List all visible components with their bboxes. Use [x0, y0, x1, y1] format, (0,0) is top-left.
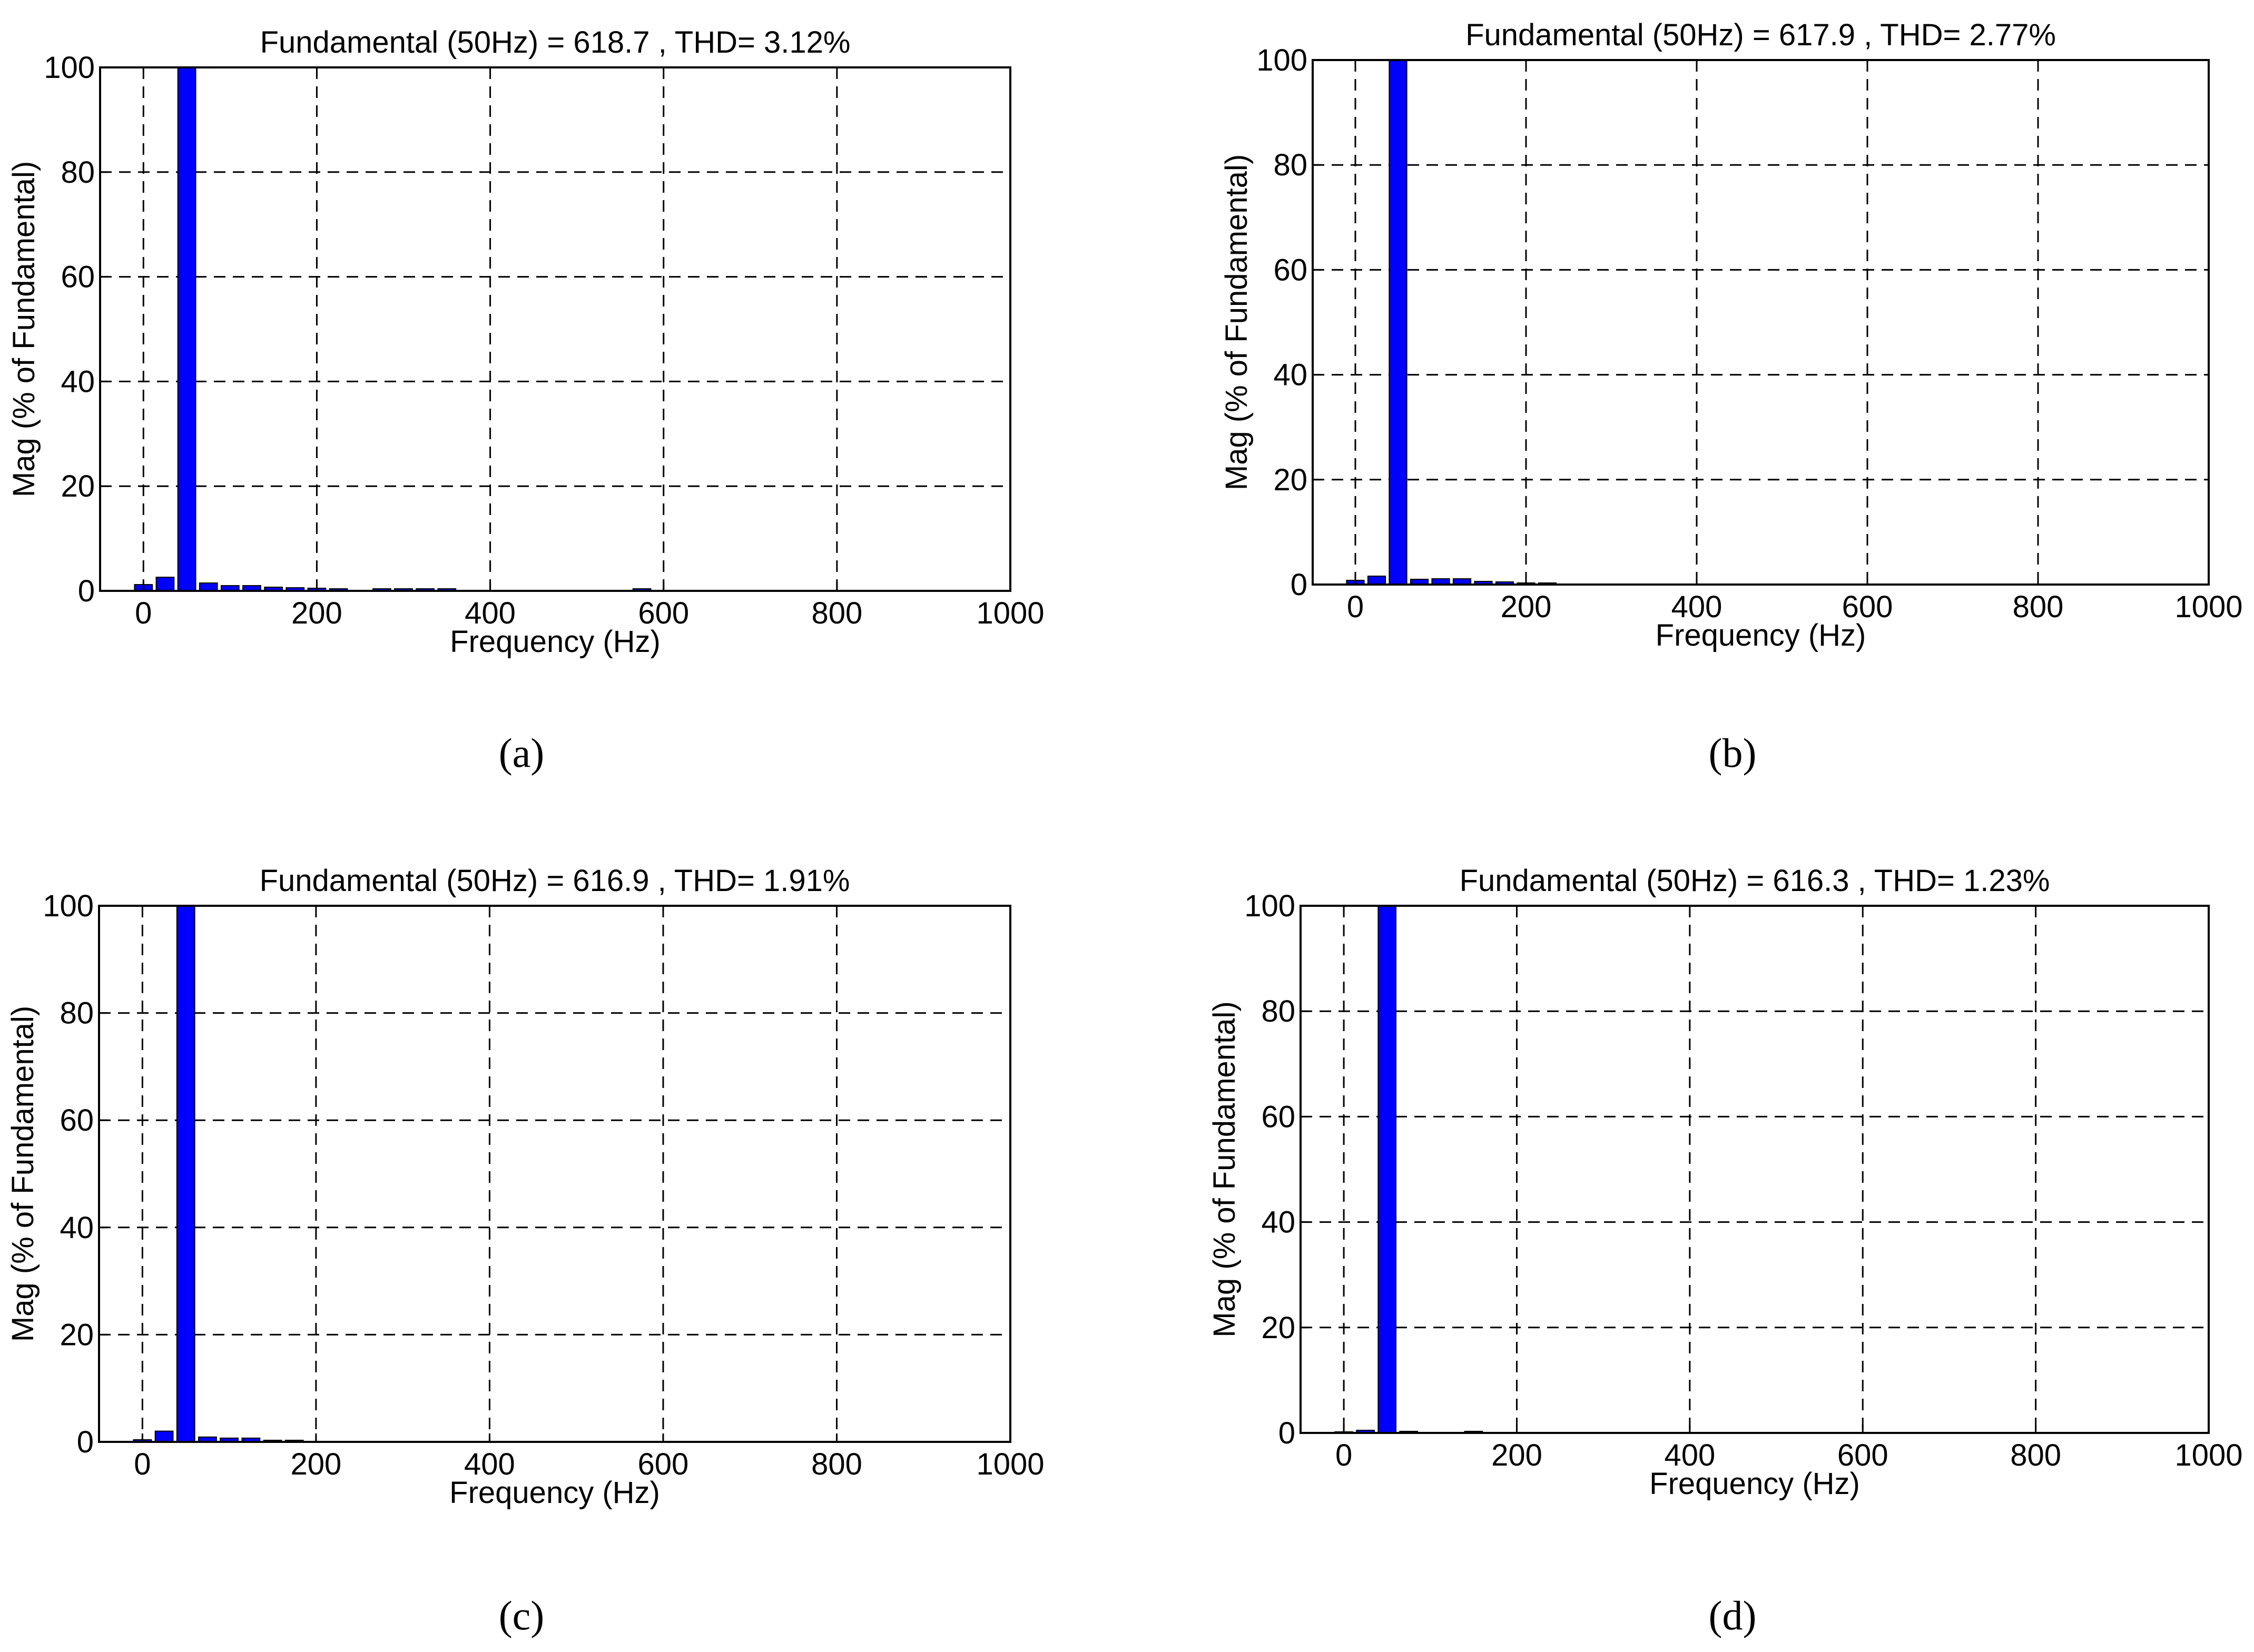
plot-frame: [99, 66, 1011, 592]
x-tick-label: 800: [811, 596, 862, 630]
x-tick-label: 400: [464, 1447, 515, 1481]
x-tick-label: 600: [638, 596, 689, 630]
x-tick-label: 1000: [2174, 590, 2242, 624]
bar: [155, 577, 175, 592]
y-tick-label: 0: [77, 1425, 94, 1459]
y-tick-label: 40: [1261, 1205, 1295, 1240]
chart-title: Fundamental (50Hz) = 616.3 , THD= 1.23%: [1460, 864, 2050, 898]
y-tick-label: 20: [1273, 463, 1307, 497]
x-tick-label: 1000: [976, 596, 1044, 630]
chart-c: 0 200 400 600 800 1000 0 20 40 60 80 100 Fundamental…: [6, 864, 1045, 1510]
caption-d: (d): [1708, 1592, 1757, 1638]
chart-panel-c: 0 200 400 600 800 1000 0 20 40 60 80 100 Fundamental…: [0, 826, 1127, 1651]
x-tick-label: 0: [134, 1447, 151, 1481]
x-tick-label: 200: [291, 596, 342, 630]
y-axis-label: Mag (% of Fundamental): [1207, 1001, 1242, 1337]
y-tick-label: 100: [1244, 889, 1295, 923]
y-tick-label: 40: [61, 364, 95, 399]
chart-a: 0 200 400 600 800 1000 0 20 40 60 80 100 Fundamental…: [7, 25, 1045, 659]
x-tick-label: 400: [1664, 1438, 1715, 1472]
plot-frame: [1312, 59, 2210, 586]
x-tick-label: 800: [811, 1447, 862, 1481]
y-tick-label: 100: [1256, 43, 1307, 77]
x-tick-label: 400: [1671, 590, 1723, 624]
x-axis-label: Frequency (Hz): [1656, 618, 1866, 652]
caption-b: (b): [1708, 730, 1757, 776]
x-tick-label: 200: [1491, 1438, 1542, 1472]
y-tick-label: 40: [60, 1211, 94, 1245]
y-axis-label: Mag (% of Fundamental): [6, 1006, 40, 1342]
x-tick-label: 400: [465, 596, 516, 630]
caption-c: (c): [498, 1592, 545, 1638]
x-tick-label: 1000: [2174, 1438, 2242, 1472]
bar: [199, 582, 218, 591]
y-tick-label: 80: [61, 155, 95, 190]
y-tick-label: 40: [1273, 358, 1307, 392]
y-tick-label: 100: [44, 51, 95, 85]
x-tick-label: 200: [1501, 590, 1552, 624]
plot-frame: [1300, 905, 2210, 1434]
x-tick-label: 600: [638, 1447, 689, 1481]
chart-b: 0 200 400 600 800 1000 0 20 40 60 80 100 Fundamental…: [1219, 18, 2243, 652]
x-tick-label: 800: [2013, 590, 2064, 624]
chart-d: 0 200 400 600 800 1000 0 20 40 60 80 100 Fundamental…: [1207, 864, 2243, 1501]
chart-panel-d: 0 200 400 600 800 1000 0 20 40 60 80 100 Fundamental…: [1127, 826, 2253, 1651]
bar: [1377, 905, 1397, 1433]
y-axis-label: Mag (% of Fundamental): [1219, 154, 1254, 490]
chart-title: Fundamental (50Hz) = 616.9 , THD= 1.91%: [260, 864, 850, 898]
y-tick-label: 0: [1291, 568, 1307, 602]
plot-frame: [98, 905, 1011, 1443]
chart-panel-a: 0 200 400 600 800 1000 0 20 40 60 80 100 Fundamental…: [0, 0, 1127, 826]
y-tick-label: 60: [1273, 253, 1307, 287]
bar: [1389, 60, 1407, 585]
caption-a: (a): [498, 730, 545, 776]
y-tick-label: 20: [1261, 1311, 1295, 1345]
x-axis-label: Frequency (Hz): [1649, 1467, 1860, 1501]
x-tick-label: 0: [135, 596, 152, 630]
x-axis-label: Frequency (Hz): [450, 625, 661, 659]
x-tick-label: 600: [1837, 1438, 1888, 1472]
x-axis-label: Frequency (Hz): [449, 1476, 660, 1510]
bar: [176, 905, 195, 1442]
chart-panel-b: 0 200 400 600 800 1000 0 20 40 60 80 100 Fundamental…: [1127, 0, 2253, 826]
y-tick-label: 20: [60, 1318, 94, 1352]
y-axis-label: Mag (% of Fundamental): [7, 161, 41, 497]
chart-title: Fundamental (50Hz) = 618.7 , THD= 3.12%: [260, 25, 851, 60]
x-tick-label: 1000: [976, 1447, 1044, 1481]
chart-title: Fundamental (50Hz) = 617.9 , THD= 2.77%: [1465, 18, 2056, 52]
x-tick-label: 0: [1347, 590, 1364, 624]
x-tick-label: 600: [1842, 590, 1893, 624]
bar: [1367, 576, 1386, 585]
y-tick-label: 80: [60, 996, 94, 1031]
y-tick-label: 60: [61, 260, 95, 294]
y-tick-label: 100: [43, 889, 94, 923]
bar: [177, 67, 196, 591]
y-tick-label: 60: [1261, 1100, 1295, 1134]
y-tick-label: 0: [78, 574, 95, 608]
y-tick-label: 0: [1278, 1416, 1295, 1450]
y-tick-label: 80: [1261, 994, 1295, 1028]
y-tick-label: 80: [1273, 148, 1307, 182]
y-tick-label: 60: [60, 1103, 94, 1137]
x-tick-label: 0: [1335, 1438, 1352, 1472]
x-tick-label: 800: [2010, 1438, 2061, 1472]
bar: [154, 1430, 174, 1443]
y-tick-label: 20: [61, 469, 95, 503]
x-tick-label: 200: [291, 1447, 342, 1481]
